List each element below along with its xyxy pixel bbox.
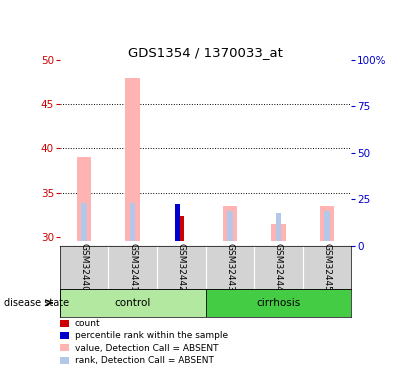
- Text: GSM32442: GSM32442: [177, 243, 186, 292]
- Text: rank, Detection Call = ABSENT: rank, Detection Call = ABSENT: [75, 356, 214, 365]
- Bar: [129, 203, 136, 241]
- Bar: [320, 206, 335, 241]
- Text: GSM32441: GSM32441: [128, 243, 137, 292]
- Bar: [81, 203, 87, 241]
- Text: disease state: disease state: [4, 298, 69, 308]
- Text: GSM32445: GSM32445: [323, 243, 332, 292]
- Bar: [179, 216, 184, 241]
- Bar: [175, 204, 180, 241]
- Text: count: count: [75, 319, 100, 328]
- Bar: [227, 211, 233, 241]
- Bar: [324, 211, 330, 241]
- Bar: [206, 289, 351, 317]
- Text: cirrhosis: cirrhosis: [256, 298, 300, 308]
- Bar: [76, 157, 91, 241]
- Text: value, Detection Call = ABSENT: value, Detection Call = ABSENT: [75, 344, 218, 353]
- Text: percentile rank within the sample: percentile rank within the sample: [75, 332, 228, 340]
- Bar: [60, 289, 206, 317]
- Title: GDS1354 / 1370033_at: GDS1354 / 1370033_at: [128, 46, 283, 59]
- Bar: [222, 206, 237, 241]
- Text: control: control: [114, 298, 151, 308]
- Text: GSM32440: GSM32440: [79, 243, 88, 292]
- Bar: [125, 78, 140, 241]
- Bar: [275, 213, 282, 241]
- Text: GSM32444: GSM32444: [274, 243, 283, 292]
- Bar: [271, 224, 286, 241]
- Text: GSM32443: GSM32443: [225, 243, 234, 292]
